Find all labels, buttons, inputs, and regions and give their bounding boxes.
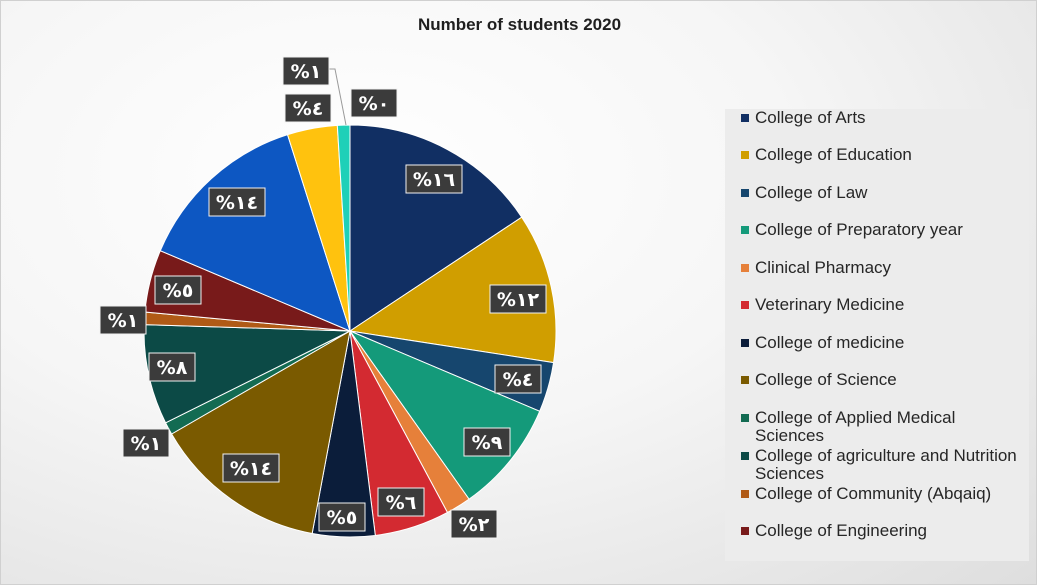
data-label-9: %١ xyxy=(122,428,170,458)
data-label-1: %١٦ xyxy=(405,164,463,194)
legend-swatch xyxy=(741,151,749,159)
data-label-2: %١٢ xyxy=(489,284,547,314)
legend-label: College of Science xyxy=(755,370,897,389)
legend-swatch xyxy=(741,264,749,272)
pie-slice-8 xyxy=(170,330,351,535)
svg-text:%١: %١ xyxy=(131,433,162,455)
svg-text:%٤: %٤ xyxy=(293,98,324,120)
legend-swatch xyxy=(741,226,749,234)
data-label-15: %١ xyxy=(282,56,330,86)
data-label-14: %٤ xyxy=(284,93,332,123)
legend-swatch xyxy=(741,189,749,197)
svg-text:%١٦: %١٦ xyxy=(413,169,455,191)
legend-label: College of Engineering xyxy=(755,521,928,540)
legend-label: College of Education xyxy=(755,145,912,164)
legend-label: Clinical Pharmacy xyxy=(755,258,892,277)
data-label-12: %٥ xyxy=(154,275,202,305)
legend-swatch xyxy=(741,114,749,122)
legend-label: Veterinary Medicine xyxy=(755,295,905,314)
svg-text:%٨: %٨ xyxy=(157,357,188,379)
data-label-6: %٦ xyxy=(377,487,425,517)
chart-title: Number of students 2020 xyxy=(417,15,622,34)
pie-slice-13 xyxy=(159,134,351,332)
data-label-11: %١ xyxy=(99,305,147,335)
svg-text:%١٤: %١٤ xyxy=(230,458,272,480)
legend-swatch xyxy=(741,376,749,384)
legend-swatch xyxy=(741,490,749,498)
leader-line xyxy=(328,68,347,126)
legend-label: College of agriculture and Nutrition Sci… xyxy=(755,446,1017,483)
legend-label: College of Community (Abqaiq) xyxy=(755,484,992,503)
svg-text:%٢: %٢ xyxy=(459,514,490,536)
data-label-7: %٥ xyxy=(318,502,366,532)
legend-swatch xyxy=(741,414,749,422)
pie-slice-15 xyxy=(336,124,351,332)
data-label-13: %١٤ xyxy=(208,187,266,217)
pie-slice-1 xyxy=(349,124,523,332)
data-label-4: %٩ xyxy=(463,427,511,457)
svg-text:%١: %١ xyxy=(108,310,139,332)
legend-label: College of Applied Medical Sciences xyxy=(755,408,956,445)
legend-swatch xyxy=(741,339,749,347)
legend-label: College of medicine xyxy=(755,333,905,352)
svg-text:%٠: %٠ xyxy=(359,93,390,115)
pie-slice-2 xyxy=(348,216,557,364)
legend-swatch xyxy=(741,452,749,460)
data-label-8: %١٤ xyxy=(222,453,280,483)
legend-label: College of Preparatory year xyxy=(755,220,963,239)
svg-text:%١٤: %١٤ xyxy=(216,192,258,214)
data-label-extra: %٠ xyxy=(350,88,398,118)
svg-text:%١٢: %١٢ xyxy=(497,289,540,311)
svg-text:%١: %١ xyxy=(291,61,322,83)
svg-text:%٥: %٥ xyxy=(327,507,358,529)
pie-slice-4 xyxy=(348,329,541,500)
svg-text:%٤: %٤ xyxy=(503,369,534,391)
legend-label: College of Law xyxy=(755,183,868,202)
svg-text:%٦: %٦ xyxy=(386,492,417,514)
svg-text:%٥: %٥ xyxy=(163,280,194,302)
data-label-10: %٨ xyxy=(148,352,196,382)
data-label-5: %٢ xyxy=(450,509,498,539)
legend-label: College of Arts xyxy=(755,108,866,127)
legend-swatch xyxy=(741,527,749,535)
data-label-3: %٤ xyxy=(494,364,542,394)
legend: College of Arts College of Education Colle… xyxy=(725,109,1029,561)
legend-swatch xyxy=(741,301,749,309)
svg-text:%٩: %٩ xyxy=(472,432,503,454)
